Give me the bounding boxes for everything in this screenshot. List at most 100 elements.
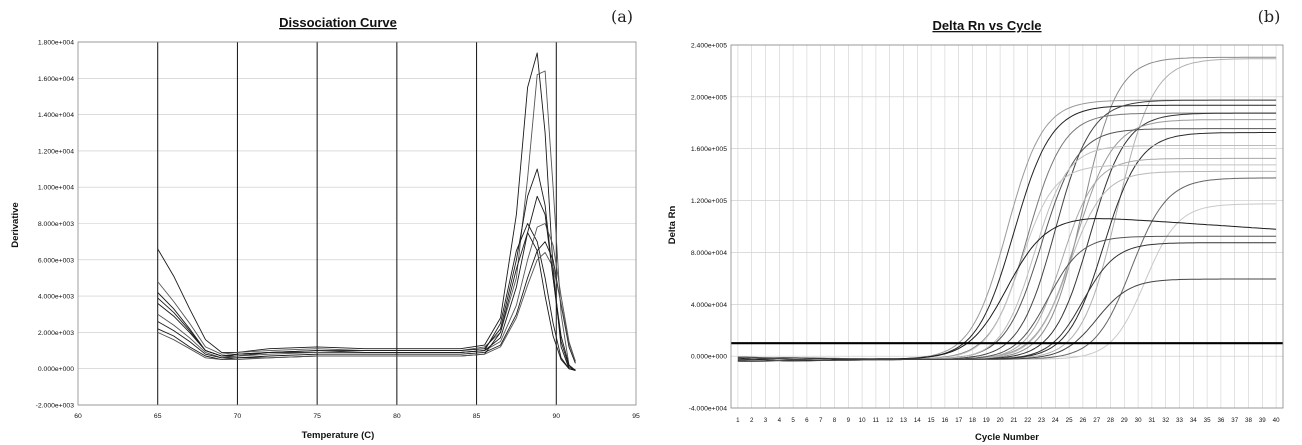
x-tick-label: 11: [873, 417, 880, 424]
panel-label: (a): [611, 7, 633, 26]
series-line: [157, 52, 576, 371]
y-tick-label: 0.000e+000: [691, 354, 727, 361]
x-tick-label: 1: [736, 417, 740, 424]
delta-rn-vs-cycle-chart: Delta Rn vs Cycle (b) -4.000e+004 0.000e+…: [667, 7, 1284, 443]
series-line: [737, 58, 1277, 362]
x-tick-label: 9: [847, 417, 851, 424]
x-tick-label: 38: [1245, 417, 1252, 424]
y-axis-label: Delta Rn: [667, 206, 678, 245]
y-tick-label: -4.000e+004: [689, 406, 728, 413]
y-tick-label: 6.000e+003: [38, 257, 74, 264]
series-line: [737, 112, 1277, 362]
x-tick-label: 95: [632, 413, 640, 420]
x-tick-label: 15: [928, 417, 935, 424]
x-tick-label: 39: [1259, 417, 1266, 424]
x-tick-label: 70: [234, 413, 242, 420]
x-tick-label: 32: [1162, 417, 1169, 424]
series-line: [737, 242, 1277, 361]
x-tick-label: 19: [983, 417, 990, 424]
y-tick-label: 0.000e+000: [38, 366, 74, 373]
x-tick-label: 65: [154, 413, 162, 420]
x-tick-label: 22: [1024, 417, 1031, 424]
y-tick-label: 8.000e+003: [38, 221, 74, 228]
series-line: [737, 132, 1277, 362]
x-tick-label: 80: [393, 413, 401, 420]
y-axis-tick-labels: -4.000e+004 0.000e+000 4.000e+004 8.000e+00…: [689, 43, 728, 413]
x-tick-label: 33: [1176, 417, 1183, 424]
x-tick-label: 18: [969, 417, 976, 424]
y-tick-label: 1.000e+004: [38, 185, 74, 192]
series-line: [737, 99, 1277, 362]
x-tick-label: 29: [1121, 417, 1128, 424]
series-lines: [737, 56, 1277, 362]
series-line: [157, 70, 576, 371]
x-tick-label: 26: [1079, 417, 1086, 424]
dissociation-curve-chart: Dissociation Curve (a) -2.000e+003 0.000e…: [10, 7, 640, 441]
series-line: [157, 241, 576, 364]
y-tick-label: 1.200e+005: [691, 198, 727, 205]
y-tick-label: 4.000e+003: [38, 294, 74, 301]
x-tick-label: 2: [750, 417, 754, 424]
x-tick-label: 25: [1066, 417, 1073, 424]
x-tick-label: 30: [1135, 417, 1142, 424]
y-tick-label: 1.600e+005: [691, 146, 727, 153]
y-tick-label: 2.000e+005: [691, 94, 727, 101]
x-tick-label: 28: [1107, 417, 1114, 424]
vertical-reference-lines: [157, 42, 557, 405]
x-axis-tick-labels: 60 65 70 75 80 85 90 95: [74, 413, 640, 420]
x-tick-label: 31: [1148, 417, 1155, 424]
x-tick-label: 10: [859, 417, 866, 424]
series-line: [737, 218, 1277, 362]
series-line: [737, 104, 1277, 362]
x-tick-label: 5: [791, 417, 795, 424]
y-tick-label: 1.200e+004: [38, 148, 74, 155]
series-line: [737, 112, 1277, 362]
y-axis-label: Derivative: [10, 202, 21, 247]
y-tick-label: 4.000e+004: [691, 302, 727, 309]
x-tick-label: 24: [1052, 417, 1059, 424]
x-tick-label: 36: [1217, 417, 1224, 424]
x-tick-label: 16: [941, 417, 948, 424]
x-tick-label: 40: [1273, 417, 1280, 424]
x-tick-label: 8: [833, 417, 837, 424]
x-tick-label: 34: [1190, 417, 1197, 424]
series-lines: [157, 52, 576, 371]
x-tick-label: 12: [886, 417, 893, 424]
x-tick-label: 60: [74, 413, 82, 420]
x-tick-label: 85: [473, 413, 481, 420]
series-line: [737, 203, 1277, 361]
x-tick-label: 4: [778, 417, 782, 424]
x-axis-tick-labels: 1 2 3 4 5 6 7 8 9 10 11 12 13 14 15 16 17 18 19 20 21 22 23 24 2…: [736, 417, 1280, 424]
x-tick-label: 27: [1093, 417, 1100, 424]
series-line: [157, 223, 576, 362]
x-tick-label: 23: [1038, 417, 1045, 424]
x-tick-label: 3: [764, 417, 768, 424]
x-tick-label: 14: [914, 417, 921, 424]
x-axis-label: Cycle Number: [975, 432, 1039, 443]
series-line: [157, 252, 576, 362]
chart-title: Dissociation Curve: [279, 15, 397, 30]
y-tick-label: 1.400e+004: [38, 112, 74, 119]
y-tick-label: 2.400e+005: [691, 43, 727, 50]
x-tick-label: 13: [900, 417, 907, 424]
series-line: [737, 56, 1277, 361]
x-tick-label: 6: [805, 417, 809, 424]
series-line: [737, 164, 1277, 362]
y-tick-label: 2.000e+003: [38, 330, 74, 337]
plot-area: [77, 41, 637, 406]
y-tick-label: 1.800e+004: [38, 40, 74, 47]
series-line: [737, 177, 1277, 362]
x-tick-label: 7: [819, 417, 823, 424]
x-tick-label: 17: [955, 417, 962, 424]
y-tick-label: -2.000e+003: [36, 403, 75, 410]
x-tick-label: 35: [1204, 417, 1211, 424]
plot-area: [730, 44, 1284, 409]
y-tick-label: 8.000e+004: [691, 250, 727, 257]
x-tick-label: 90: [553, 413, 561, 420]
y-tick-label: 1.600e+004: [38, 76, 74, 83]
y-axis-tick-labels: -2.000e+003 0.000e+000 2.000e+003 4.000e+00…: [36, 40, 75, 410]
series-line: [737, 278, 1277, 361]
series-line: [737, 119, 1277, 361]
x-tick-label: 21: [1010, 417, 1017, 424]
